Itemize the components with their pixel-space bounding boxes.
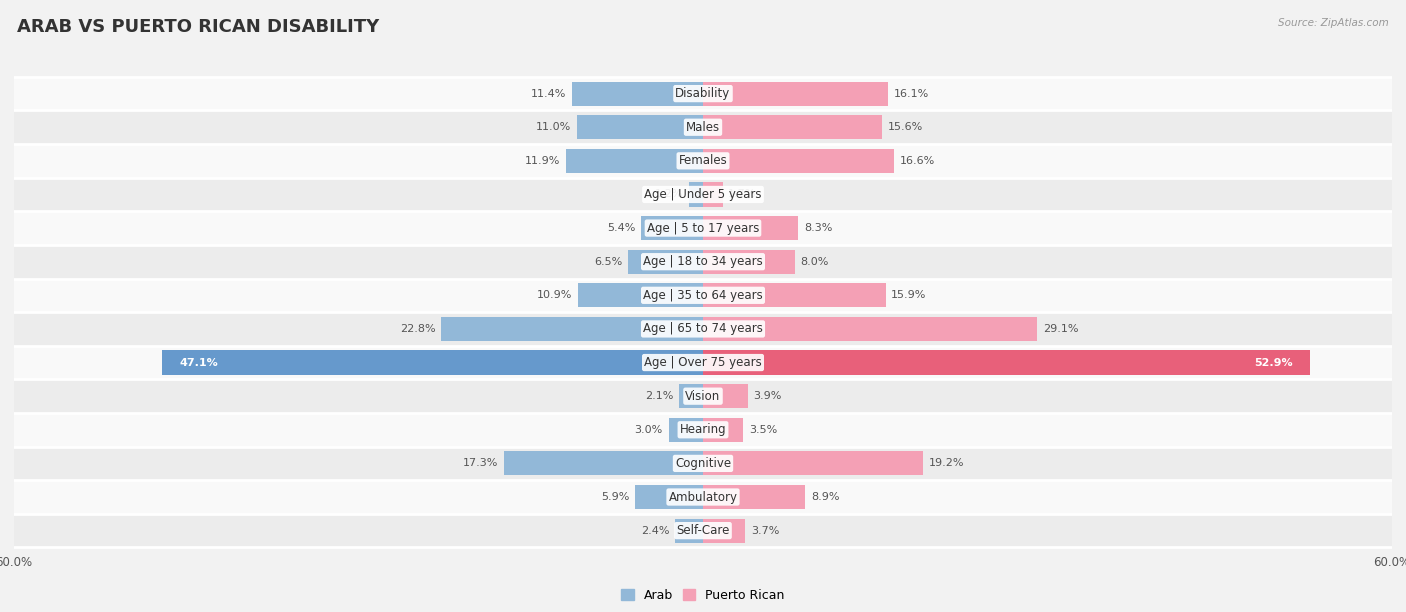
Bar bbox=[14, 514, 1392, 548]
Bar bbox=[441, 317, 703, 341]
Bar bbox=[703, 518, 745, 543]
Text: 19.2%: 19.2% bbox=[929, 458, 965, 468]
Bar bbox=[578, 283, 703, 307]
Text: 11.0%: 11.0% bbox=[536, 122, 571, 132]
Text: 16.6%: 16.6% bbox=[900, 156, 935, 166]
Text: Vision: Vision bbox=[685, 390, 721, 403]
Bar bbox=[14, 278, 1392, 312]
Bar bbox=[675, 518, 703, 543]
Text: Self-Care: Self-Care bbox=[676, 524, 730, 537]
Text: 11.4%: 11.4% bbox=[531, 89, 567, 99]
Text: Disability: Disability bbox=[675, 87, 731, 100]
Text: Age | Over 75 years: Age | Over 75 years bbox=[644, 356, 762, 369]
Text: Females: Females bbox=[679, 154, 727, 167]
Bar bbox=[14, 76, 1392, 110]
Text: Hearing: Hearing bbox=[679, 424, 727, 436]
Text: 3.5%: 3.5% bbox=[749, 425, 778, 435]
Bar bbox=[703, 351, 1310, 375]
Text: 8.3%: 8.3% bbox=[804, 223, 832, 233]
Text: Age | Under 5 years: Age | Under 5 years bbox=[644, 188, 762, 201]
Text: 10.9%: 10.9% bbox=[537, 290, 572, 300]
Text: Males: Males bbox=[686, 121, 720, 134]
Bar bbox=[703, 384, 748, 408]
Bar bbox=[14, 245, 1392, 278]
Bar bbox=[628, 250, 703, 274]
Text: Age | 65 to 74 years: Age | 65 to 74 years bbox=[643, 323, 763, 335]
Bar bbox=[703, 317, 1038, 341]
Bar bbox=[14, 110, 1392, 144]
Text: 8.0%: 8.0% bbox=[800, 256, 830, 267]
Text: 15.6%: 15.6% bbox=[887, 122, 924, 132]
Text: 29.1%: 29.1% bbox=[1043, 324, 1078, 334]
Bar bbox=[14, 211, 1392, 245]
Bar bbox=[689, 182, 703, 207]
Bar bbox=[14, 346, 1392, 379]
Text: Age | 35 to 64 years: Age | 35 to 64 years bbox=[643, 289, 763, 302]
Bar bbox=[14, 379, 1392, 413]
Bar bbox=[636, 485, 703, 509]
Bar bbox=[162, 351, 703, 375]
Text: 52.9%: 52.9% bbox=[1254, 357, 1294, 368]
Text: 22.8%: 22.8% bbox=[399, 324, 436, 334]
Text: Age | 5 to 17 years: Age | 5 to 17 years bbox=[647, 222, 759, 234]
Bar bbox=[505, 451, 703, 476]
Bar bbox=[679, 384, 703, 408]
Text: 2.1%: 2.1% bbox=[645, 391, 673, 401]
Bar bbox=[576, 115, 703, 140]
Bar bbox=[703, 216, 799, 240]
Text: 17.3%: 17.3% bbox=[463, 458, 499, 468]
Text: Source: ZipAtlas.com: Source: ZipAtlas.com bbox=[1278, 18, 1389, 28]
Bar bbox=[703, 417, 744, 442]
Bar bbox=[572, 81, 703, 106]
Text: 8.9%: 8.9% bbox=[811, 492, 839, 502]
Bar bbox=[703, 485, 806, 509]
Text: 3.9%: 3.9% bbox=[754, 391, 782, 401]
Bar bbox=[567, 149, 703, 173]
Text: Cognitive: Cognitive bbox=[675, 457, 731, 470]
Legend: Arab, Puerto Rican: Arab, Puerto Rican bbox=[621, 589, 785, 602]
Text: Ambulatory: Ambulatory bbox=[668, 490, 738, 504]
Bar bbox=[703, 250, 794, 274]
Bar bbox=[641, 216, 703, 240]
Bar bbox=[703, 115, 882, 140]
Bar bbox=[14, 447, 1392, 480]
Text: 16.1%: 16.1% bbox=[894, 89, 929, 99]
Text: Age | 18 to 34 years: Age | 18 to 34 years bbox=[643, 255, 763, 268]
Bar bbox=[14, 312, 1392, 346]
Bar bbox=[703, 149, 894, 173]
Bar bbox=[14, 144, 1392, 177]
Bar bbox=[703, 451, 924, 476]
Text: 3.0%: 3.0% bbox=[634, 425, 662, 435]
Text: 6.5%: 6.5% bbox=[595, 256, 623, 267]
Text: 11.9%: 11.9% bbox=[526, 156, 561, 166]
Text: 2.4%: 2.4% bbox=[641, 526, 669, 536]
Bar bbox=[669, 417, 703, 442]
Bar bbox=[14, 177, 1392, 211]
Text: 3.7%: 3.7% bbox=[751, 526, 779, 536]
Bar bbox=[14, 413, 1392, 447]
Text: ARAB VS PUERTO RICAN DISABILITY: ARAB VS PUERTO RICAN DISABILITY bbox=[17, 18, 380, 36]
Bar bbox=[14, 480, 1392, 514]
Bar bbox=[703, 182, 723, 207]
Text: 5.4%: 5.4% bbox=[607, 223, 636, 233]
Text: 15.9%: 15.9% bbox=[891, 290, 927, 300]
Text: 47.1%: 47.1% bbox=[180, 357, 218, 368]
Bar bbox=[703, 81, 887, 106]
Text: 5.9%: 5.9% bbox=[602, 492, 630, 502]
Text: 1.7%: 1.7% bbox=[728, 190, 756, 200]
Bar bbox=[703, 283, 886, 307]
Text: 1.2%: 1.2% bbox=[655, 190, 683, 200]
